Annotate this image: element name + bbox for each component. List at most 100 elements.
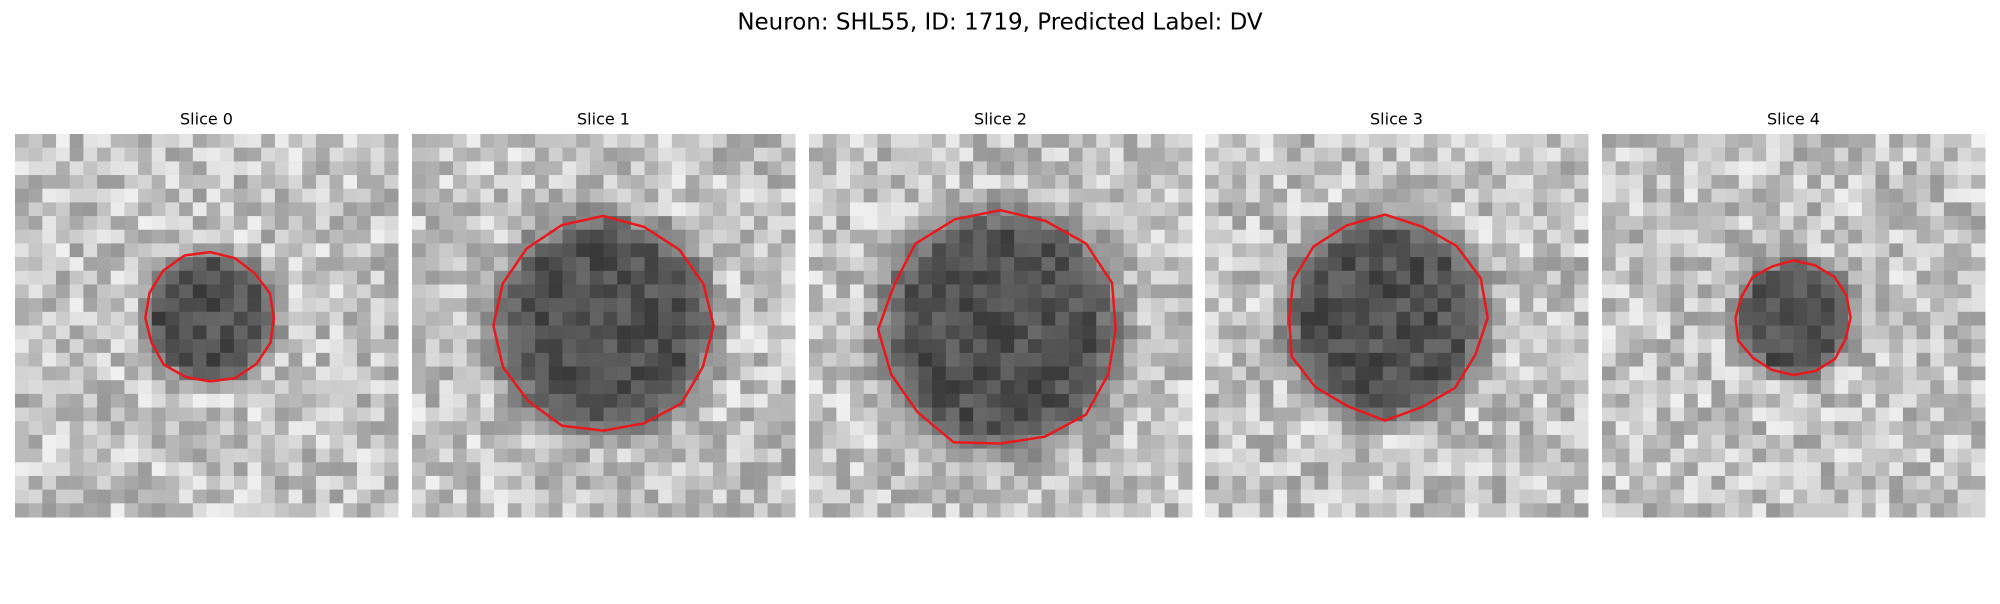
pixel [329,284,344,299]
pixel [507,339,522,354]
pixel [247,270,262,285]
pixel [42,284,57,299]
pixel [1464,366,1480,381]
pixel [1328,325,1343,340]
pixel [822,284,837,299]
pixel [1519,366,1534,381]
pixel [302,202,317,217]
pixel [494,366,509,381]
pixel [535,188,550,203]
pixel [767,229,782,244]
pixel [1861,407,1877,422]
pixel [630,188,646,203]
pixel [1451,188,1466,203]
pixel [576,147,591,162]
pixel [1150,462,1166,477]
pixel [329,339,344,354]
pixel [302,503,317,518]
pixel [1341,366,1356,381]
pixel [1000,462,1015,477]
pixel [425,284,440,299]
pixel [1055,161,1070,176]
pixel [233,448,249,463]
pixel [1109,188,1125,203]
pixel [274,188,290,203]
pixel [986,325,1001,340]
pixel [891,161,906,176]
pixel [809,202,824,217]
pixel [1164,216,1179,231]
pixel [959,475,974,491]
pixel [1273,134,1288,149]
pixel [1656,366,1671,381]
pixel [1027,257,1043,272]
pixel [1615,434,1630,450]
pixel [1957,243,1972,258]
pixel [1711,393,1726,409]
pixel [412,134,427,149]
pixel [1670,366,1685,381]
pixel [220,298,235,313]
pixel [521,298,536,313]
pixel [945,134,960,149]
pixel [576,366,591,381]
pixel [753,448,769,463]
pixel [494,147,509,162]
pixel [1218,270,1233,285]
pixel [1287,147,1302,162]
pixel [809,188,824,203]
pixel [343,229,358,244]
pixel [1943,161,1959,176]
pixel [480,407,495,422]
pixel [1355,325,1370,340]
pixel [1752,311,1767,326]
pixel [1218,202,1233,217]
pixel [233,243,249,258]
pixel [904,229,919,244]
pixel [42,489,57,504]
panel-title: Slice 0 [180,110,233,129]
pixel [1697,147,1712,162]
pixel [603,284,618,299]
pixel [521,243,536,258]
pixel [151,175,166,190]
pixel [1930,147,1945,162]
pixel [1232,216,1247,231]
pixel [1546,147,1562,162]
pixel [945,421,960,436]
pixel [83,270,98,285]
pixel [206,489,221,504]
pixel [1027,175,1043,190]
pixel [1519,188,1534,203]
pixel [1725,134,1740,149]
pixel [425,448,440,463]
pixel [1779,175,1794,190]
pixel [1014,257,1029,272]
pixel [1328,475,1343,491]
pixel [1574,434,1589,450]
pixel [630,134,646,149]
pixel [986,147,1001,162]
pixel [192,284,207,299]
pixel [1232,434,1247,450]
pixel [439,257,454,272]
pixel [1369,366,1384,381]
pixel [412,366,427,381]
pixel [932,229,947,244]
pixel [1574,284,1589,299]
pixel [685,216,700,231]
pixel [836,298,851,313]
pixel [1957,462,1972,477]
pixel [1820,448,1836,463]
pixel [877,448,892,463]
pixel [1725,147,1740,162]
pixel [863,393,878,409]
pixel [877,229,892,244]
pixel [1656,503,1671,518]
pixel [1232,175,1247,190]
pixel [1109,434,1125,450]
pixel [220,421,235,436]
pixel [288,489,303,504]
pixel [247,175,262,190]
pixel [466,462,481,477]
